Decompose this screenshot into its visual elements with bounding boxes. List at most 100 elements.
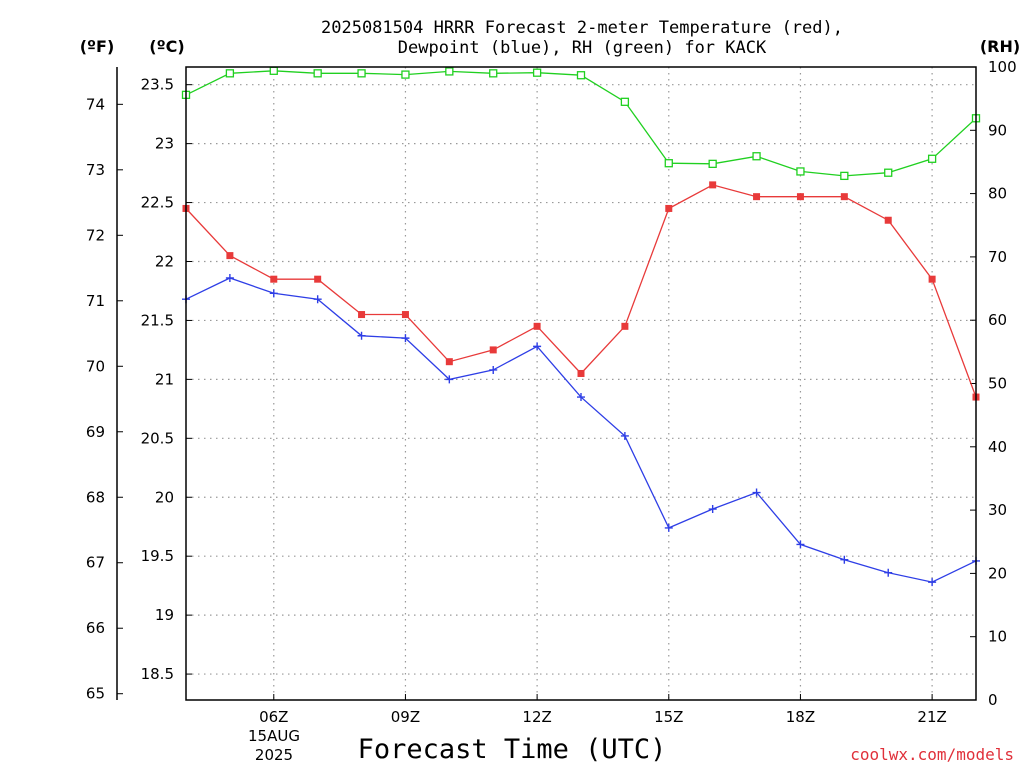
rh-tick-label: 30 (988, 501, 1007, 519)
rh-point (445, 67, 454, 76)
temperature-line (185, 184, 977, 398)
celsius-tick-label: 22 (155, 252, 174, 270)
chart-title-line1: 2025081504 HRRR Forecast 2-meter Tempera… (321, 18, 843, 38)
rh-point (225, 69, 235, 78)
rh-tick-label: 50 (988, 375, 1007, 393)
celsius-tick-label: 19.5 (141, 547, 174, 565)
rh-point (708, 159, 717, 168)
fahrenheit-tick-label: 67 (86, 554, 105, 572)
dewpoint-point (620, 431, 629, 440)
temperature-point (445, 358, 453, 366)
fahrenheit-tick-label: 72 (86, 226, 105, 244)
dewpoint-point (225, 274, 234, 282)
x-tick-label: 09Z (391, 708, 420, 726)
rh-point (927, 154, 937, 163)
temperature-point (928, 275, 936, 283)
x-tick-label: 06Z (259, 708, 288, 726)
dewpoint-point (401, 334, 410, 343)
rh-tick-label: 100 (988, 58, 1017, 76)
fahrenheit-tick-label: 71 (86, 292, 105, 310)
x-axis-label: Forecast Time (UTC) (358, 734, 667, 765)
rh-tick-label: 80 (988, 185, 1007, 203)
celsius-tick-label: 20.5 (141, 429, 174, 447)
plot-frame (185, 66, 977, 701)
rh-point (796, 167, 805, 176)
temperature-point (753, 193, 761, 201)
rh-point (664, 159, 673, 168)
dewpoint-point (752, 488, 761, 497)
celsius-tick-label: 20 (155, 488, 174, 506)
rh-point (401, 70, 410, 79)
x-tick-label: 21Z (917, 708, 946, 726)
dewpoint-point (313, 295, 322, 304)
temperature-point (358, 311, 366, 319)
celsius-tick-label: 19 (155, 606, 174, 624)
dewpoint-point (577, 393, 585, 402)
temperature-point (665, 204, 673, 212)
rh-point (752, 152, 761, 161)
celsius-tick-label: 21.5 (141, 311, 174, 329)
dewpoint-point (796, 540, 805, 549)
rh-point (884, 168, 893, 177)
temperature-point (840, 193, 848, 201)
date-label-day: 15AUG (248, 727, 300, 745)
celsius-tick-label: 21 (155, 370, 174, 388)
rh-tick-label: 0 (988, 691, 998, 709)
rh-point (840, 171, 849, 181)
temperature-point (621, 322, 629, 330)
rh-point (532, 68, 542, 77)
rh-point (576, 71, 586, 80)
rh-point (313, 69, 322, 78)
temperature-point (314, 275, 322, 283)
temperature-point (533, 322, 541, 330)
celsius-tick-label: 22.5 (141, 194, 174, 212)
celsius-tick-label: 23.5 (141, 76, 174, 94)
rh-point (357, 69, 366, 78)
credit-text: coolwx.com/models (850, 745, 1014, 764)
rh-tick-label: 40 (988, 438, 1007, 456)
rh-tick-label: 20 (988, 564, 1007, 582)
rh-tick-label: 70 (988, 248, 1007, 266)
fahrenheit-tick-label: 68 (86, 488, 105, 506)
fahrenheit-tick-label: 66 (86, 619, 105, 637)
temperature-point (709, 181, 717, 189)
temperature-point (270, 275, 278, 283)
data-series (181, 66, 981, 587)
rh-tick-label: 10 (988, 628, 1007, 646)
fahrenheit-unit-label: (ºF) (80, 37, 115, 56)
fahrenheit-tick-label: 65 (86, 685, 105, 703)
rh-unit-label: (RH) (980, 37, 1020, 56)
dewpoint-point (357, 331, 366, 340)
dewpoint-point (708, 505, 717, 514)
dewpoint-point (928, 578, 937, 587)
dewpoint-point (269, 289, 278, 298)
fahrenheit-tick-label: 70 (86, 357, 105, 375)
date-label-year: 2025 (255, 746, 293, 764)
temperature-point (577, 369, 585, 377)
rh-tick-label: 60 (988, 311, 1007, 329)
fahrenheit-tick-label: 69 (86, 423, 105, 441)
rh-point (489, 69, 498, 78)
celsius-tick-label: 18.5 (141, 665, 174, 683)
rh-line (185, 70, 977, 177)
temperature-point (884, 216, 892, 224)
celsius-tick-label: 23 (155, 135, 174, 153)
rh-tick-label: 90 (988, 121, 1007, 139)
dewpoint-point (664, 523, 673, 532)
dewpoint-point (884, 568, 893, 577)
dewpoint-line (185, 277, 977, 583)
grid-lines (186, 67, 976, 700)
temperature-point (796, 193, 804, 201)
dewpoint-point (445, 375, 454, 384)
x-tick-label: 18Z (786, 708, 815, 726)
x-tick-label: 15Z (654, 708, 683, 726)
celsius-unit-label: (ºC) (149, 37, 184, 56)
x-tick-label: 12Z (522, 708, 551, 726)
chart-title-line2: Dewpoint (blue), RH (green) for KACK (398, 38, 767, 58)
fahrenheit-tick-label: 73 (86, 161, 105, 179)
dewpoint-point (489, 365, 498, 374)
rh-point (269, 66, 278, 75)
temperature-point (401, 311, 409, 319)
rh-point (620, 97, 630, 106)
